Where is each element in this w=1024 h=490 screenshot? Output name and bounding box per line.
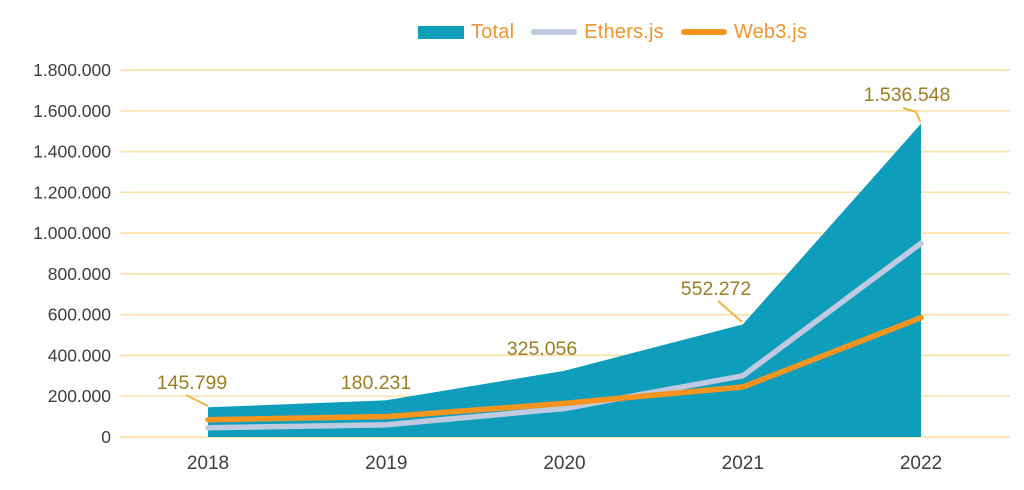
x-tick-label: 2020 bbox=[543, 453, 585, 474]
y-tick-label: 1.200.000 bbox=[33, 182, 111, 202]
y-tick-label: 1.400.000 bbox=[33, 142, 111, 162]
legend-item-web3js: Web3.js bbox=[680, 21, 808, 43]
data-label: 552.272 bbox=[681, 278, 752, 300]
total-area bbox=[208, 123, 921, 437]
y-tick-label: 1.800.000 bbox=[33, 60, 111, 80]
y-tick-label: 200.000 bbox=[48, 386, 112, 406]
annotation-leader-line bbox=[717, 300, 743, 323]
ethersjs-line-swatch bbox=[531, 29, 578, 35]
total-area-swatch bbox=[418, 25, 464, 39]
data-label: 325.056 bbox=[507, 338, 578, 360]
legend-label-web3js: Web3.js bbox=[733, 21, 808, 43]
data-label: 145.799 bbox=[157, 372, 228, 394]
data-label: 1.536.548 bbox=[864, 84, 951, 106]
legend-item-total: Total bbox=[418, 22, 514, 42]
legend-label-ethersjs: Ethers.js bbox=[584, 21, 664, 43]
y-tick-label: 400.000 bbox=[48, 345, 112, 365]
x-tick-label: 2022 bbox=[900, 453, 942, 474]
y-tick-label: 0 bbox=[101, 427, 111, 447]
web3js-line-swatch bbox=[680, 29, 727, 35]
data-label: 180.231 bbox=[341, 372, 412, 394]
y-tick-label: 1.000.000 bbox=[33, 223, 111, 243]
legend-label-total: Total bbox=[471, 21, 515, 43]
y-tick-label: 600.000 bbox=[48, 305, 112, 325]
annotation-leader-line bbox=[902, 107, 922, 123]
y-tick-label: 800.000 bbox=[48, 264, 112, 284]
y-tick-label: 1.600.000 bbox=[33, 101, 111, 121]
annotation-leader-line bbox=[185, 394, 209, 407]
x-tick-label: 2021 bbox=[722, 453, 764, 474]
x-tick-label: 2019 bbox=[365, 453, 407, 474]
web3js-line bbox=[205, 314, 924, 423]
chart-legend: Total Ethers.js Web3.js bbox=[418, 22, 807, 42]
legend-item-ethersjs: Ethers.js bbox=[531, 22, 664, 42]
x-tick-label: 2018 bbox=[187, 453, 229, 474]
ethersjs-line bbox=[205, 240, 924, 431]
